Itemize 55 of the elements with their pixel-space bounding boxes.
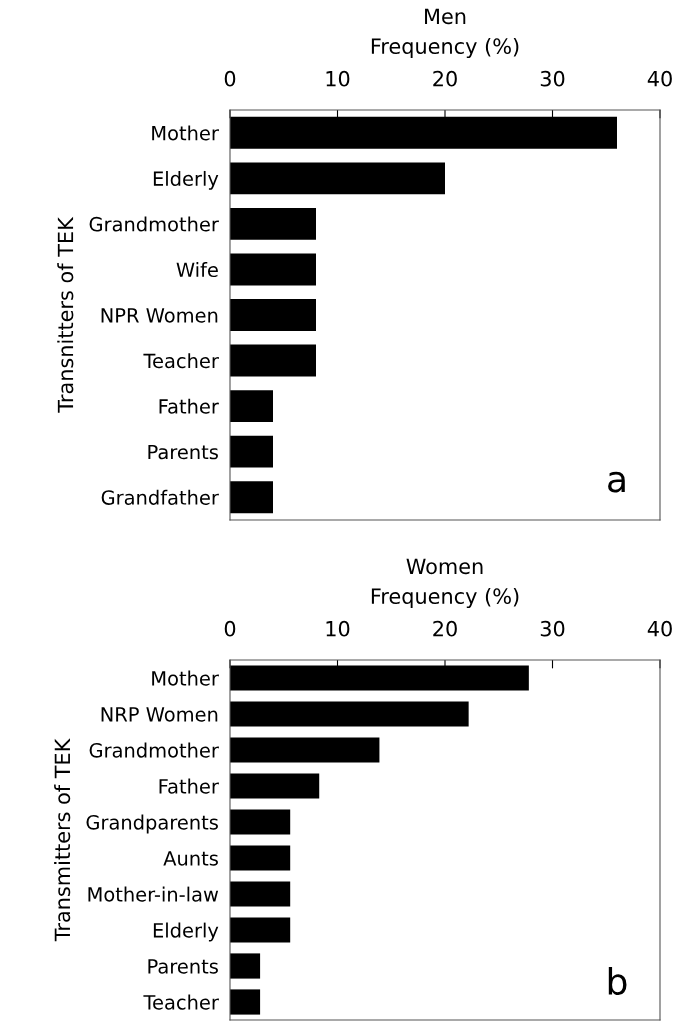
bar — [230, 344, 316, 377]
bar — [230, 917, 291, 943]
bar — [230, 701, 469, 727]
x-tick-label: 0 — [224, 70, 236, 87]
x-tick-label: 20 — [433, 70, 457, 87]
bar — [230, 253, 316, 286]
x-axis-title: Frequency (%) — [371, 587, 519, 609]
y-axis-title: Transnitters of TEK — [57, 216, 74, 413]
bar — [230, 845, 291, 871]
bar — [230, 481, 273, 514]
y-tick-label: NPR Women — [101, 308, 218, 323]
y-tick-label: Mother-in-law — [88, 886, 219, 902]
y-tick-label: NRP Women — [101, 707, 218, 722]
bar — [230, 809, 291, 835]
y-axis-title: Transmitters of TEK — [54, 738, 71, 942]
y-tick-label: Grandfather — [101, 489, 219, 505]
bar — [230, 207, 316, 240]
y-tick-label: Teacher — [143, 353, 219, 369]
y-tick-label: Father — [159, 778, 219, 794]
y-tick-label: Aunts — [163, 851, 218, 866]
annotation: b — [608, 967, 627, 995]
y-tick-label: Grandmother — [89, 216, 219, 232]
bar — [230, 435, 273, 468]
y-tick-label: Mother — [152, 670, 219, 686]
x-tick-label: 40 — [647, 70, 672, 87]
chart-title: Women — [406, 558, 483, 575]
bar — [230, 881, 291, 907]
bar — [230, 162, 445, 195]
annotation: a — [608, 471, 625, 493]
x-axis-title: Frequency (%) — [371, 37, 519, 59]
bar — [230, 299, 316, 331]
bar — [230, 665, 529, 691]
x-tick-label: 10 — [326, 620, 350, 637]
x-tick-label: 0 — [224, 620, 236, 637]
bar — [230, 737, 380, 763]
bar — [230, 989, 261, 1015]
y-tick-label: Parents — [148, 959, 218, 974]
bar — [230, 390, 273, 423]
x-tick-label: 20 — [433, 620, 457, 637]
y-tick-label: Father — [159, 398, 219, 414]
y-tick-label: Grandparents — [86, 814, 218, 834]
bar — [230, 773, 320, 799]
x-tick-label: 30 — [540, 70, 565, 87]
y-tick-label: Elderly — [153, 170, 219, 190]
y-tick-label: Mother — [152, 125, 219, 141]
chart-title: Men — [425, 8, 466, 25]
x-tick-label: 10 — [326, 70, 350, 87]
x-tick-label: 30 — [540, 620, 565, 637]
y-tick-label: Teacher — [143, 994, 219, 1010]
y-tick-label: Parents — [148, 444, 218, 460]
y-tick-label: Wife — [176, 262, 218, 278]
y-tick-label: Elderly — [153, 922, 219, 942]
bar — [230, 953, 261, 979]
y-tick-label: Grandmother — [89, 742, 219, 758]
x-tick-label: 40 — [647, 620, 672, 637]
